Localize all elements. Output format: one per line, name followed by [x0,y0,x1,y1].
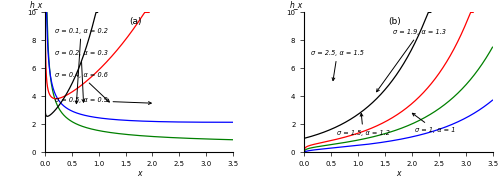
Text: h_x: h_x [290,1,302,10]
Text: σ = 0.5, α = 0.9: σ = 0.5, α = 0.9 [54,98,152,104]
Text: σ = 0.4, α = 0.6: σ = 0.4, α = 0.6 [54,72,110,102]
Text: σ = 0.1, α = 0.2: σ = 0.1, α = 0.2 [54,28,108,104]
Text: σ = 0.2, α = 0.3: σ = 0.2, α = 0.3 [54,50,108,102]
Text: h_x: h_x [30,1,43,10]
X-axis label: x: x [137,169,141,177]
Text: σ = 2.5, α = 1.5: σ = 2.5, α = 1.5 [311,50,364,81]
Text: σ = 1.9, α = 1.3: σ = 1.9, α = 1.3 [376,29,446,92]
Text: (a): (a) [129,17,141,26]
Text: σ = 1.5, α = 1.2: σ = 1.5, α = 1.2 [336,113,390,136]
X-axis label: x: x [396,169,400,177]
Text: (b): (b) [388,17,401,26]
Text: σ = 1, α = 1: σ = 1, α = 1 [412,113,455,133]
